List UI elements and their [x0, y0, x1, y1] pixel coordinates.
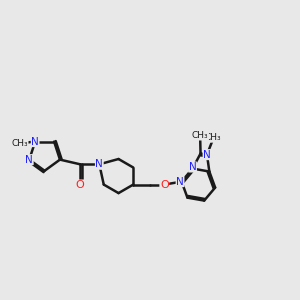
Text: CH₃: CH₃	[192, 131, 208, 140]
Text: N: N	[189, 162, 196, 172]
Text: O: O	[160, 180, 169, 190]
Text: CH₃: CH₃	[11, 139, 28, 148]
Text: N: N	[95, 159, 103, 169]
Text: O: O	[76, 180, 85, 190]
Text: CH₃: CH₃	[204, 133, 221, 142]
Text: N: N	[31, 136, 39, 147]
Text: N: N	[176, 177, 184, 187]
Text: N: N	[203, 150, 211, 160]
Text: N: N	[26, 154, 33, 165]
